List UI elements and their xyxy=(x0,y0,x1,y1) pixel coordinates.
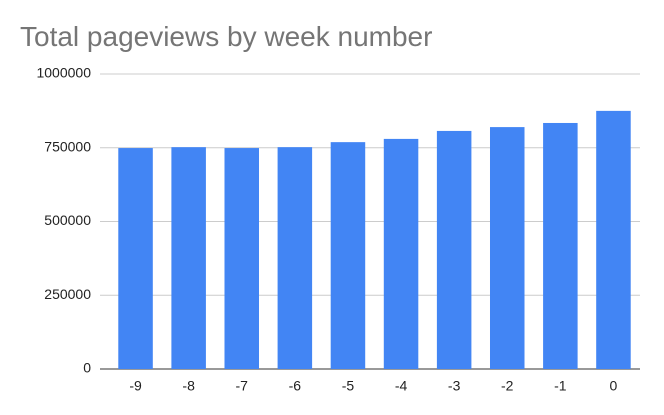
chart-title: Total pageviews by week number xyxy=(20,21,432,52)
x-tick-label: -8 xyxy=(182,378,195,394)
bar xyxy=(596,110,631,369)
y-tick-label: 750000 xyxy=(44,138,91,154)
bar xyxy=(277,147,313,369)
x-tick-label: -7 xyxy=(236,378,249,394)
y-tick-label: 1000000 xyxy=(36,65,91,81)
x-tick-label: -1 xyxy=(554,378,567,394)
x-tick-label: -5 xyxy=(342,378,355,394)
bar xyxy=(118,148,153,369)
x-tick-label: -6 xyxy=(289,378,302,394)
y-tick-label: 0 xyxy=(83,360,91,376)
y-tick-label: 500000 xyxy=(44,212,91,228)
bar xyxy=(489,127,525,369)
bar xyxy=(436,130,472,369)
x-tick-label: -9 xyxy=(129,378,142,394)
bar xyxy=(383,138,419,369)
y-tick-label: 250000 xyxy=(44,286,91,302)
bar xyxy=(171,147,206,369)
x-tick-label: -4 xyxy=(395,378,408,394)
x-tick-label: -2 xyxy=(501,378,514,394)
bar xyxy=(224,148,260,369)
x-tick-label: 0 xyxy=(610,378,618,394)
x-tick-label: -3 xyxy=(448,378,461,394)
bar xyxy=(330,142,366,369)
bar xyxy=(543,122,578,369)
